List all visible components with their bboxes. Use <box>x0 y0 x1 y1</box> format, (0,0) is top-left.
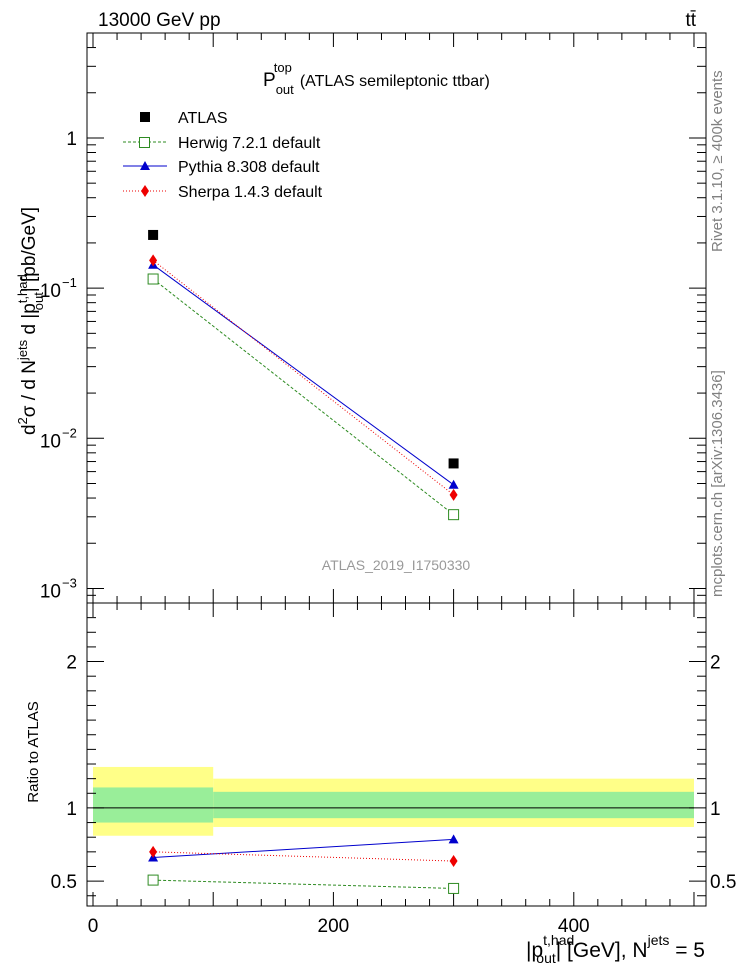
ratio-point-sherpa <box>149 845 158 858</box>
ratio-line-herwig <box>153 879 454 889</box>
ratio-y-tick-label: 1 <box>66 799 77 820</box>
ratio-plot-frame <box>86 602 707 907</box>
x-tick-label: 200 <box>318 916 350 937</box>
legend-label-herwig: Herwig 7.2.1 default <box>178 135 321 152</box>
series-line-sherpa <box>152 259 454 496</box>
uncertainty-band-inner <box>213 791 694 819</box>
data-point-atlas <box>148 229 159 240</box>
mcplots-label: mcplots.cern.ch [arXiv:1306.3436] <box>709 370 726 597</box>
uncertainty-band-inner <box>93 787 214 823</box>
legend-marker-pythia <box>140 161 150 170</box>
analysis-label: ATLAS_2019_I1750330 <box>322 557 471 573</box>
data-point-sherpa <box>149 254 158 267</box>
y-tick-label: 10 <box>40 431 61 452</box>
ratio-y-tick-label-right: 2 <box>710 653 721 674</box>
y-tick-label: 1 <box>66 129 77 150</box>
x-tick-label: 0 <box>88 916 99 937</box>
y-tick-exponent: −1 <box>62 275 77 290</box>
data-point-herwig <box>448 509 460 521</box>
legend-label-sherpa: Sherpa 1.4.3 default <box>178 184 323 201</box>
header-process-label: tt̄ <box>685 10 696 31</box>
x-tick-label: 400 <box>558 916 590 937</box>
data-point-sherpa <box>449 488 458 501</box>
legend-marker-herwig <box>139 137 150 148</box>
data-point-pythia <box>448 479 459 489</box>
ratio-y-tick-label: 2 <box>66 653 77 674</box>
y-tick-exponent: −3 <box>62 575 77 590</box>
legend-marker-sherpa <box>141 185 149 197</box>
data-point-herwig <box>147 273 159 285</box>
ratio-point-herwig <box>448 882 460 894</box>
ratio-point-sherpa <box>449 855 458 868</box>
legend-marker-atlas <box>140 112 150 122</box>
main-y-axis-label: d2σ / d Njets d |pt,hadout| [pb/GeV] <box>15 207 46 435</box>
legend-label-atlas: ATLAS <box>178 110 228 127</box>
ratio-line-sherpa <box>153 851 454 862</box>
header-energy-label: 13000 GeV pp <box>98 10 221 31</box>
ratio-line-pythia <box>153 838 454 859</box>
rivet-label: Rivet 3.1.10, ≥ 400k events <box>709 70 726 252</box>
ratio-y-axis-label: Ratio to ATLAS <box>25 701 42 802</box>
ratio-point-herwig <box>147 874 159 886</box>
ratio-y-tick-label-right: 0.5 <box>710 872 736 893</box>
legend: ATLAS Herwig 7.2.1 default Pythia 8.308 … <box>123 110 323 201</box>
ratio-point-pythia <box>448 834 459 844</box>
series-line-pythia <box>152 264 454 486</box>
data-point-atlas <box>448 458 459 469</box>
ratio-y-tick-label-right: 1 <box>710 799 721 820</box>
series-line-herwig <box>152 278 454 516</box>
x-axis-label: |pt,had out| [GeV], Njets = 5 <box>526 932 705 966</box>
plot-title: Pouttop(ATLAS semileptonic ttbar) <box>263 60 490 97</box>
ratio-y-tick-label: 0.5 <box>51 872 77 893</box>
y-tick-label: 10 <box>40 281 61 302</box>
y-tick-exponent: −2 <box>62 425 77 440</box>
y-tick-label: 10 <box>40 581 61 602</box>
legend-label-pythia: Pythia 8.308 default <box>178 159 320 176</box>
